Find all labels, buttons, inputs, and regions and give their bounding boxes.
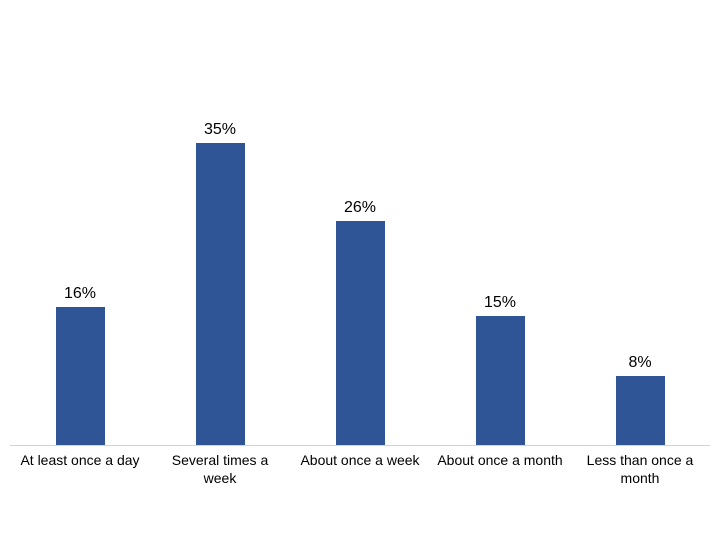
bar-column: 15%: [430, 0, 570, 445]
value-label: 26%: [343, 198, 377, 216]
value-label: 16%: [63, 284, 97, 302]
x-axis-labels: At least once a day Several times a week A…: [10, 451, 710, 487]
x-axis-label: Less than once a month: [586, 452, 694, 487]
bar-column: 26%: [290, 0, 430, 445]
bar: 15%: [475, 294, 525, 445]
x-axis-label: Several times a week: [171, 452, 269, 487]
x-axis-label: About once a week: [300, 452, 420, 468]
plot-area: 16% 35% 26% 15% 8%: [10, 0, 710, 446]
bar-column: 35%: [150, 0, 290, 445]
bar-column: 8%: [570, 0, 710, 445]
x-axis-label: About once a month: [437, 452, 563, 468]
value-label: 15%: [483, 293, 517, 311]
value-label: 35%: [203, 121, 237, 138]
bar: 26%: [335, 199, 385, 445]
x-axis-label: At least once a day: [20, 452, 140, 468]
bar: 16%: [55, 285, 105, 445]
bar: 8%: [615, 354, 665, 445]
bar-column: 16%: [10, 0, 150, 445]
bar: 35%: [195, 122, 245, 445]
value-label: 8%: [628, 353, 652, 371]
